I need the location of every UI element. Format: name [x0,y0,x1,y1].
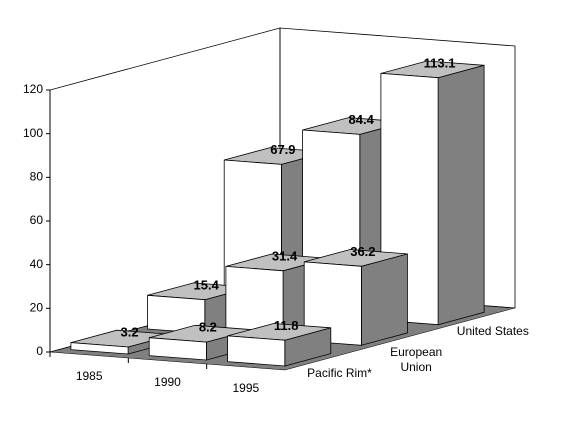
series-label: Pacific Rim* [307,365,372,380]
value-label: 15.4 [194,277,220,292]
value-label: 11.8 [274,318,299,333]
value-label: 8.2 [199,320,217,335]
bar [303,249,408,346]
bar-front [148,337,207,361]
value-label: 31.4 [272,248,298,263]
x-tick-label: 1990 [154,375,181,389]
x-tick-label: 1985 [76,369,103,383]
bar [227,323,332,367]
series-label: European Union [390,345,443,375]
value-label: 36.2 [350,244,375,259]
y-tick-label: 40 [30,257,44,271]
bar-front [227,335,286,367]
value-label: 3.2 [121,325,139,340]
bar-side [360,253,408,346]
bar-side [437,64,485,326]
y-tick-label: 120 [23,82,43,96]
y-tick-label: 100 [23,126,43,140]
series-label: United States [456,324,529,339]
value-label: 84.4 [349,112,375,127]
bar-front [303,261,362,346]
value-label: 67.9 [270,142,295,157]
y-tick-label: 80 [30,170,44,184]
value-label: 113.1 [424,55,456,70]
y-tick-label: 20 [30,301,44,315]
x-tick-label: 1995 [232,381,259,395]
y-tick-label: 0 [36,344,43,358]
y-tick-label: 60 [30,213,44,227]
bar-front [70,342,129,355]
